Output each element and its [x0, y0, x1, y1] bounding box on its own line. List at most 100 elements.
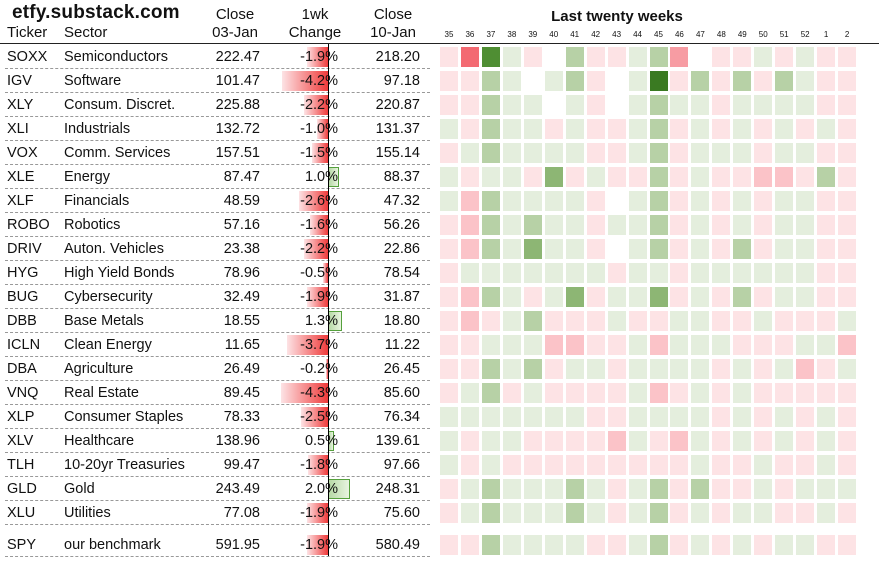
heatmap-cell — [565, 143, 584, 163]
change-bar — [325, 359, 328, 379]
change-cell: 1.3% — [272, 311, 372, 331]
heatmap-cell — [628, 215, 647, 235]
heatmap-cell — [712, 263, 731, 283]
close-now-cell: 155.14 — [375, 145, 420, 161]
heatmap-cell — [460, 143, 479, 163]
heatmap-cell — [796, 335, 815, 355]
heatmap-cell — [754, 167, 773, 187]
heatmap-cell — [733, 407, 752, 427]
heatmap-cell — [649, 119, 668, 139]
ticker-cell: TLH — [7, 457, 35, 473]
heatmap-cell — [440, 47, 458, 67]
heatmap-cell — [607, 359, 626, 379]
close-now-cell: 580.49 — [375, 537, 420, 553]
change-bar — [307, 503, 328, 523]
change-bar — [307, 535, 328, 555]
close-now-cell: 31.87 — [383, 289, 420, 305]
heatmap-cell — [565, 95, 584, 115]
heatmap-cell — [817, 71, 836, 91]
heatmap-cell — [817, 287, 836, 307]
brand-title: etfy.substack.com — [12, 2, 180, 23]
change-bar — [280, 383, 328, 403]
week-label: 49 — [737, 30, 747, 39]
heatmap-cell — [502, 335, 521, 355]
heatmap-cell — [796, 47, 815, 67]
heatmap-cell — [586, 455, 605, 475]
heatmap-cell — [586, 143, 605, 163]
change-bar — [322, 263, 328, 283]
heatmap-cell — [502, 191, 521, 211]
heatmap-cell — [565, 215, 584, 235]
close-now-cell: 85.60 — [383, 385, 420, 401]
heatmap-cell — [649, 431, 668, 451]
week-label: 39 — [528, 30, 538, 39]
heatmap-cell — [502, 407, 521, 427]
heatmap-cell — [754, 215, 773, 235]
heatmap-cell — [733, 535, 752, 555]
table-row: DRIV Auton. Vehicles 23.38 22.86 -2.2% — [0, 237, 438, 261]
heatmap-cell — [502, 287, 521, 307]
change-cell: -2.5% — [272, 407, 372, 427]
heatmap-cell — [733, 119, 752, 139]
ticker-cell: VOX — [7, 145, 38, 161]
heatmap-cell — [481, 191, 500, 211]
close-now-cell: 131.37 — [375, 121, 420, 137]
heatmap-cell — [544, 263, 563, 283]
table-row: SOXX Semiconductors 222.47 218.20 -1.9% — [0, 45, 438, 69]
heatmap-cell — [481, 143, 500, 163]
heatmap-cell — [670, 191, 689, 211]
close-now-header-line2: 10-Jan — [370, 24, 416, 41]
heatmap-cell — [502, 535, 521, 555]
change-cell: -0.5% — [272, 263, 372, 283]
heatmap-cell — [733, 215, 752, 235]
heatmap-cell — [607, 71, 626, 91]
table-row: XLU Utilities 77.08 75.60 -1.9% — [0, 501, 438, 525]
heatmap-cell — [481, 407, 500, 427]
heatmap-cell — [649, 167, 668, 187]
heatmap-cell — [796, 431, 815, 451]
heatmap-cell — [607, 503, 626, 523]
heatmap-cell — [460, 455, 479, 475]
heatmap-cell — [544, 407, 563, 427]
change-bar — [300, 407, 328, 427]
row-separator — [5, 380, 430, 381]
heatmap-cell — [754, 383, 773, 403]
heatmap-cell — [691, 71, 710, 91]
heatmap-cell — [733, 359, 752, 379]
heatmap-cell — [838, 383, 857, 403]
change-cell: -2.2% — [272, 239, 372, 259]
heatmap-cell — [460, 191, 479, 211]
ticker-cell: DBB — [7, 313, 37, 329]
change-cell: -4.2% — [272, 71, 372, 91]
heatmap-cell — [796, 263, 815, 283]
heatmap-title: Last twenty weeks — [551, 8, 683, 25]
heatmap-cell — [481, 335, 500, 355]
close-prev-header-line2: 03-Jan — [212, 24, 258, 41]
change-cell: -1.9% — [272, 535, 372, 555]
heatmap-cell — [649, 359, 668, 379]
heatmap-cell — [670, 167, 689, 187]
heatmap-cell — [775, 95, 794, 115]
heatmap-cell — [649, 479, 668, 499]
heatmap-cell — [796, 143, 815, 163]
heatmap-cell — [481, 479, 500, 499]
change-header-line1: 1wk — [301, 6, 329, 23]
change-cell: -1.9% — [272, 287, 372, 307]
heatmap-cell — [523, 455, 542, 475]
heatmap-cell — [544, 311, 563, 331]
heatmap-cell — [670, 455, 689, 475]
heatmap-cell — [460, 287, 479, 307]
close-prev-cell: 18.55 — [223, 313, 260, 329]
sector-cell: Cybersecurity — [64, 289, 153, 305]
close-prev-cell: 78.96 — [223, 265, 260, 281]
heatmap-cell — [481, 239, 500, 259]
heatmap-cell — [628, 503, 647, 523]
table-row: IGV Software 101.47 97.18 -4.2% — [0, 69, 438, 93]
sector-cell: 10-20yr Treasuries — [64, 457, 185, 473]
change-text: -1.9% — [300, 537, 338, 553]
heatmap-cell — [754, 431, 773, 451]
change-cell: -0.2% — [272, 359, 372, 379]
heatmap-cell — [607, 95, 626, 115]
heatmap-cell — [838, 287, 857, 307]
heatmap-cell — [712, 383, 731, 403]
